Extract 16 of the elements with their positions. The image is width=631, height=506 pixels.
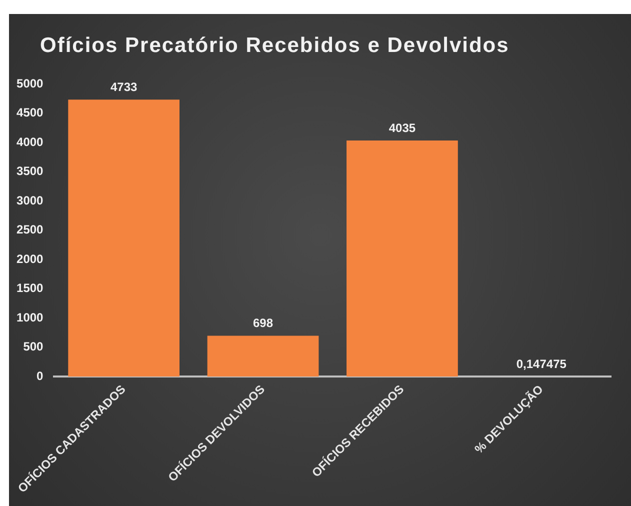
y-tick-label: 1500 — [16, 281, 44, 296]
y-tick-label: 3500 — [16, 164, 44, 178]
data-label: 0,147475 — [516, 356, 567, 371]
y-tick-label: 3000 — [16, 193, 44, 208]
y-tick-label: 2000 — [16, 252, 44, 266]
y-tick-label: 2500 — [16, 222, 44, 237]
data-label: 4035 — [388, 120, 416, 135]
y-tick-label: 500 — [23, 340, 44, 354]
y-tick-label: 4500 — [16, 106, 44, 120]
data-label: 4733 — [110, 80, 138, 94]
data-label: 698 — [253, 316, 274, 330]
y-tick-label: 0 — [36, 368, 44, 383]
y-tick-label: 5000 — [16, 76, 44, 90]
y-tick-label: 1000 — [16, 310, 44, 324]
chart-title: Ofícios Precatório Recebidos e Devolvidos — [40, 34, 510, 58]
y-tick-label: 4000 — [16, 134, 44, 149]
